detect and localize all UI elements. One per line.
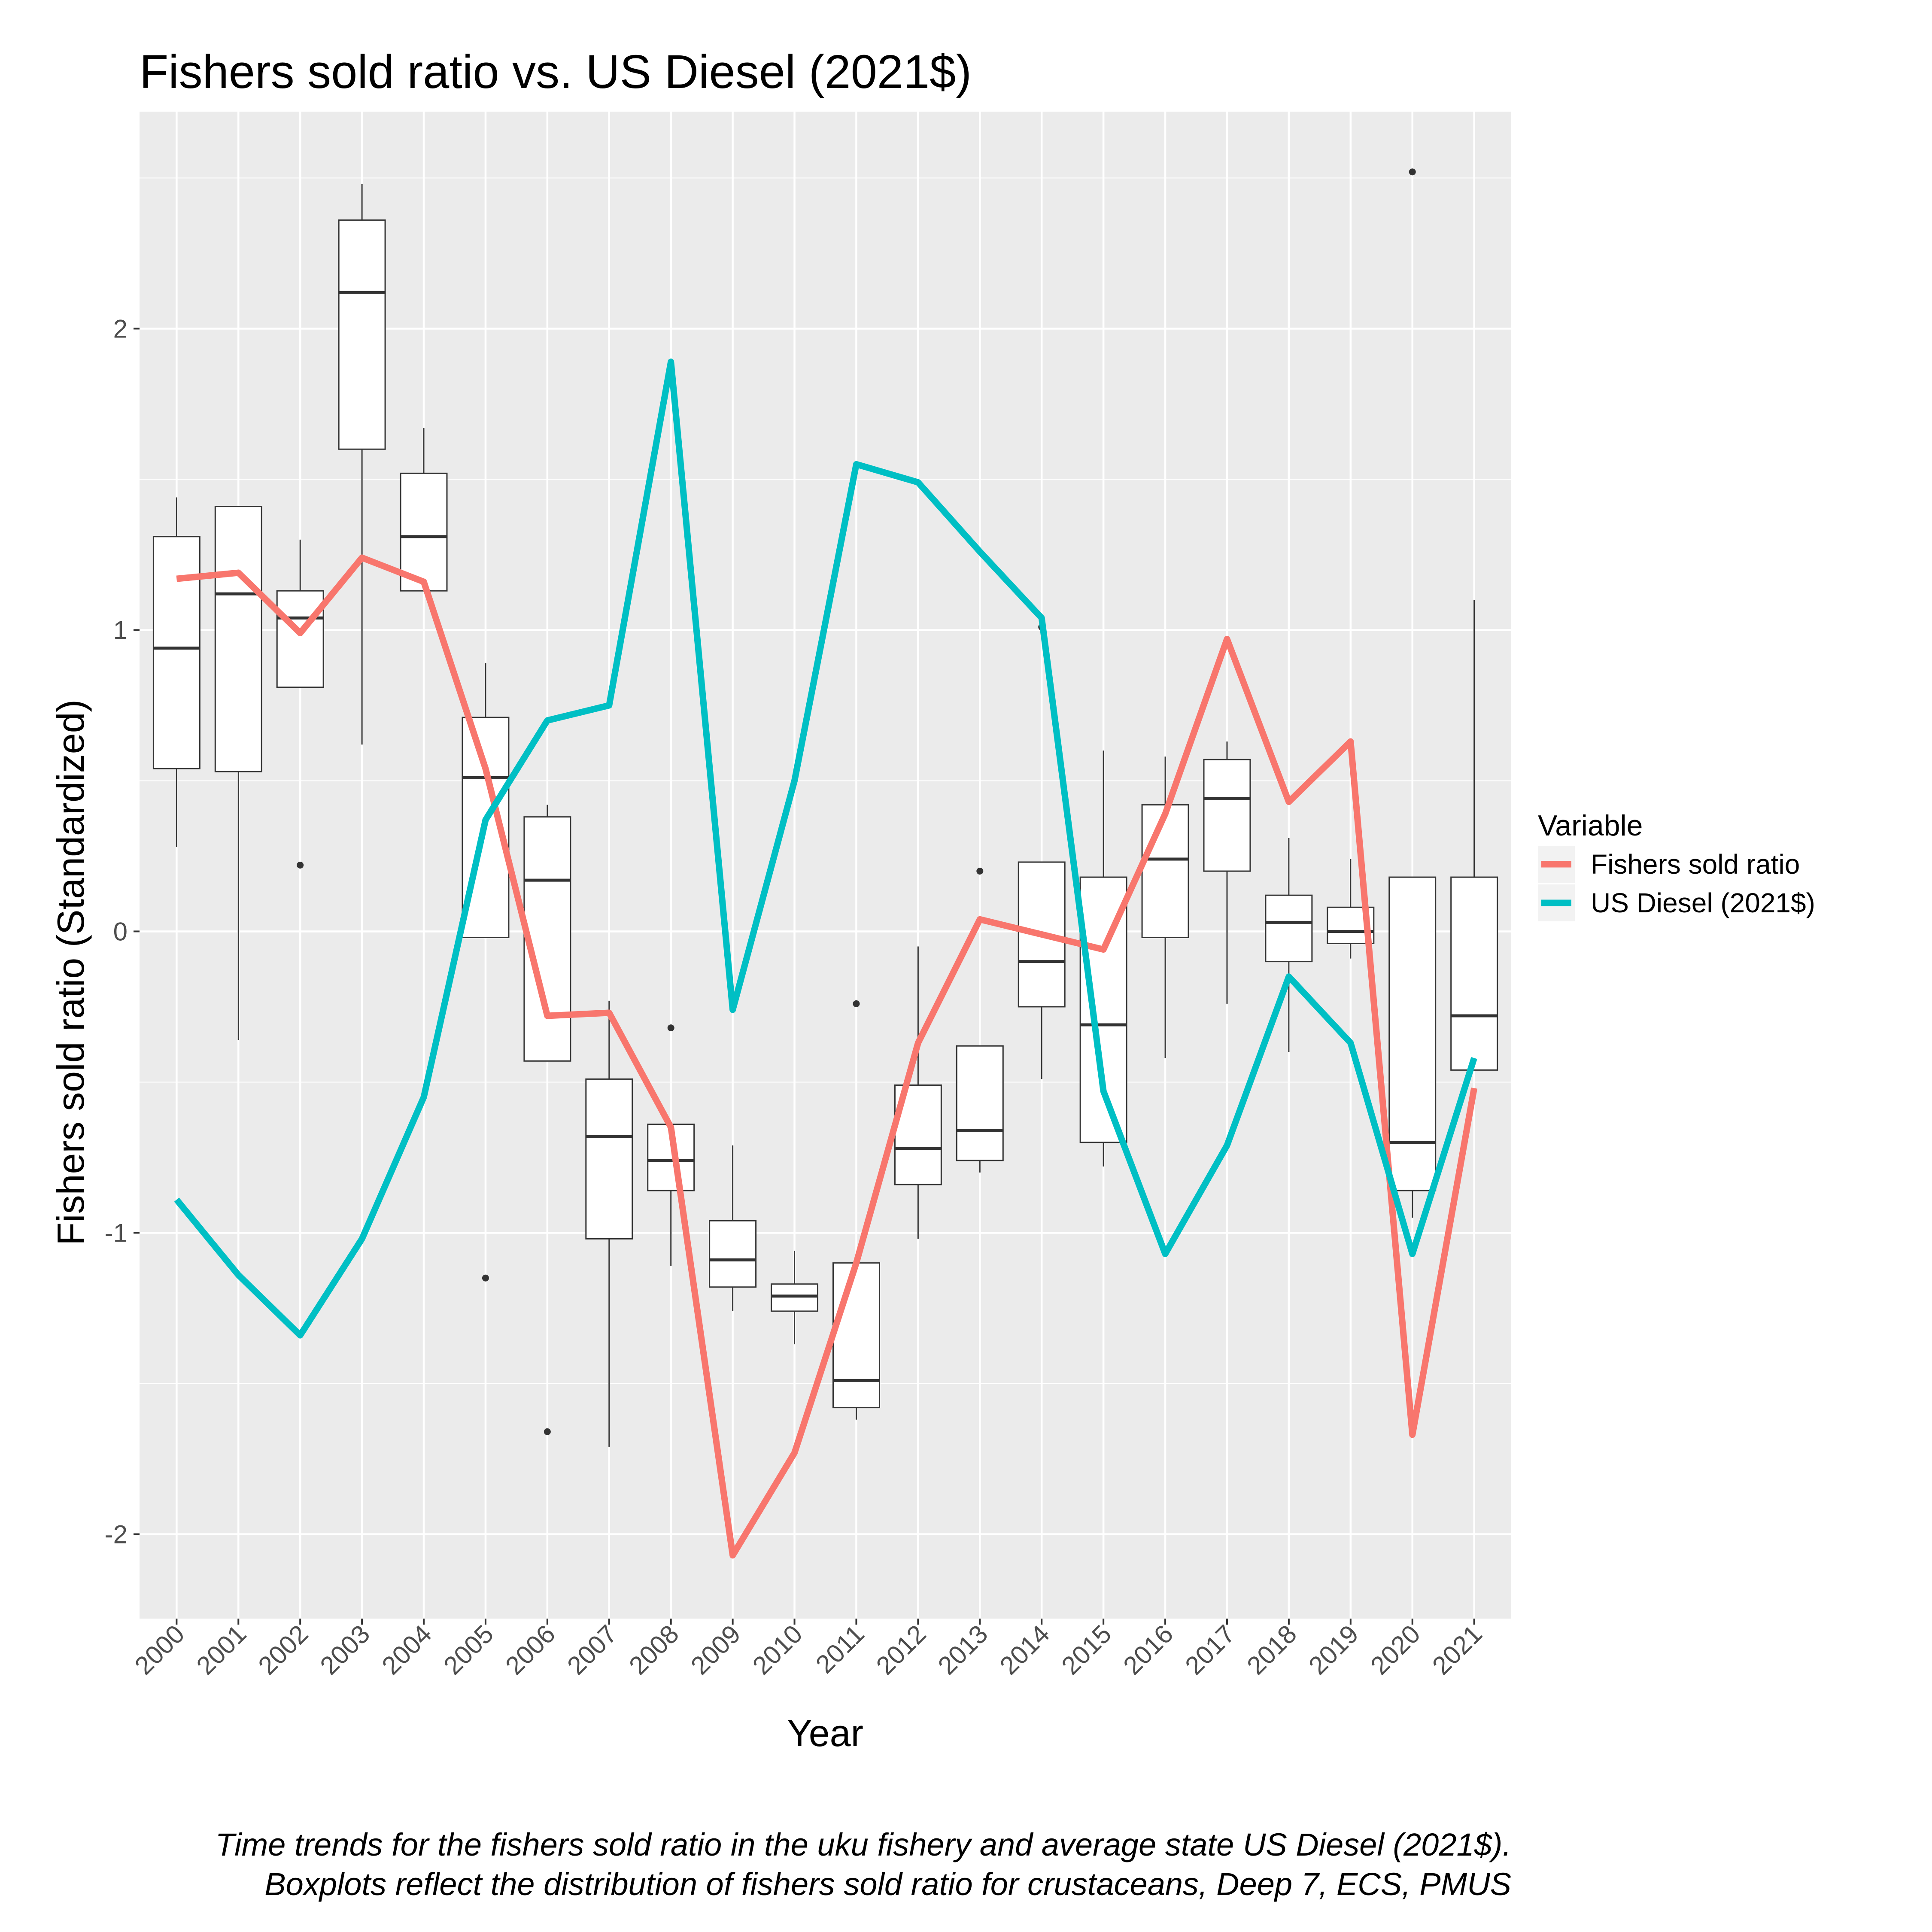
y-tick-label: 2 (113, 314, 128, 343)
box-iqr (1141, 804, 1189, 938)
box-iqr (1450, 876, 1498, 1071)
boxplot (585, 1000, 633, 1447)
chart-title: Fishers sold ratio vs. US Diesel (2021$) (140, 46, 972, 98)
boxplot (709, 1145, 757, 1311)
box-iqr (1265, 894, 1313, 963)
box-iqr (709, 1220, 757, 1288)
boxplot (214, 506, 262, 1040)
box-iqr (1388, 876, 1437, 1191)
box-iqr (1203, 759, 1251, 872)
box-iqr (276, 590, 324, 688)
box-outlier (1409, 168, 1416, 176)
x-axis-title: Year (787, 1712, 863, 1754)
legend-title: Variable (1538, 809, 1643, 842)
series-lines (174, 358, 1478, 1559)
legend-label: US Diesel (2021$) (1591, 887, 1815, 918)
legend-label: Fishers sold ratio (1591, 849, 1800, 880)
y-axis: -2 -1 0 1 2 (105, 314, 140, 1549)
box-iqr (832, 1262, 880, 1409)
box-outlier (853, 1000, 860, 1007)
box-iqr (771, 1283, 819, 1312)
box-outlier (482, 1274, 489, 1282)
series-line (176, 554, 1478, 1559)
box-iqr (338, 219, 386, 450)
y-tick-label: -2 (105, 1520, 128, 1549)
y-tick-label: 1 (113, 616, 128, 644)
caption: Time trends for the fishers sold ratio i… (216, 1827, 1511, 1902)
boxplot (523, 805, 571, 1435)
caption-line-1: Time trends for the fishers sold ratio i… (216, 1827, 1511, 1862)
box-outlier (297, 862, 304, 869)
box-iqr (214, 506, 262, 772)
y-tick-label: -1 (105, 1218, 128, 1247)
boxplot (1265, 838, 1313, 1052)
box-iqr (956, 1045, 1004, 1161)
box-iqr (400, 472, 448, 592)
legend: Variable Fishers sold ratio US Diesel (20… (1538, 809, 1815, 921)
legend-keys: Fishers sold ratio US Diesel (2021$) (1538, 846, 1815, 921)
boxplot (956, 868, 1004, 1173)
boxplot (1450, 600, 1498, 1071)
boxplot (400, 428, 448, 592)
boxplots (152, 168, 1498, 1447)
box-outlier (544, 1428, 551, 1435)
boxplot (771, 1251, 819, 1345)
caption-line-2: Boxplots reflect the distribution of fis… (264, 1866, 1511, 1902)
boxplot (276, 539, 324, 869)
y-axis-title: Fishers sold ratio (Standardized) (49, 699, 92, 1245)
box-iqr (523, 816, 571, 1062)
box-iqr (585, 1078, 633, 1239)
boxplot (1388, 168, 1437, 1218)
box-outlier (667, 1024, 674, 1032)
box-outlier (976, 868, 984, 875)
boxplot (1203, 741, 1251, 1004)
y-tick-label: 0 (113, 917, 128, 946)
series-line (174, 358, 1477, 1339)
box-iqr (152, 536, 200, 769)
boxplot (338, 184, 386, 745)
